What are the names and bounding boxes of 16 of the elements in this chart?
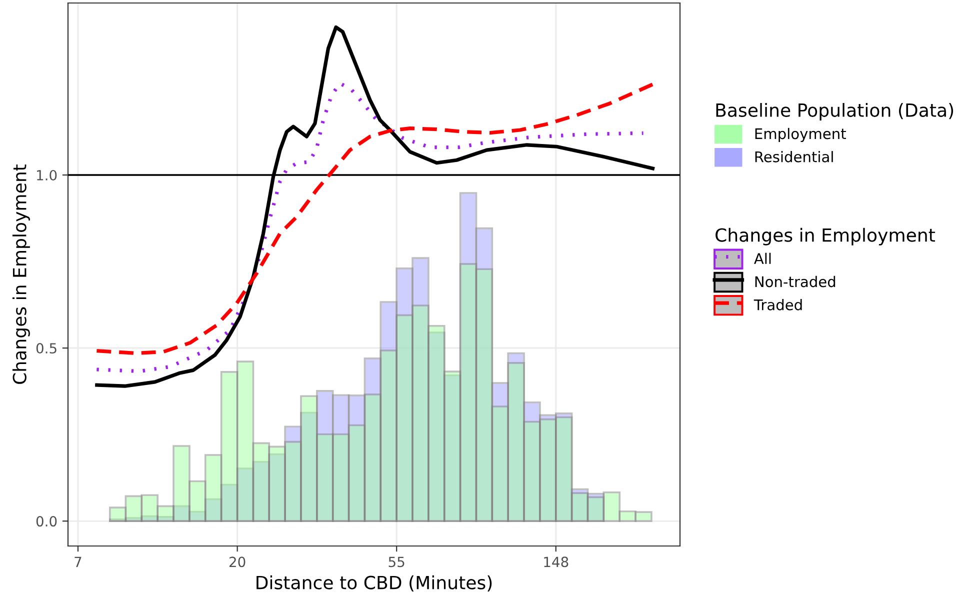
text: Baseline Population (Data) <box>716 103 954 120</box>
y-axis-title: Changes in Employment <box>12 164 30 384</box>
x-tick-label: 55 <box>388 556 404 568</box>
legend-label: Non-traded <box>755 276 836 288</box>
text: Changes in Employment <box>716 228 936 246</box>
x-tick-label: 148 <box>544 556 568 568</box>
x-tick-label: 20 <box>230 556 246 568</box>
y-tick-label: 1.0 <box>37 170 57 180</box>
y-tick-label: 0.0 <box>36 516 57 527</box>
x-axis-title: Distance to CBD (Minutes) <box>256 575 492 592</box>
legend-label: All <box>754 252 771 264</box>
y-tick-label: 0.5 <box>36 343 56 354</box>
x-tick-label: 7 <box>74 556 82 567</box>
legend-label: Employment <box>755 128 846 142</box>
legend-label: Residential <box>755 151 833 162</box>
legend-label: Traded <box>754 299 802 310</box>
